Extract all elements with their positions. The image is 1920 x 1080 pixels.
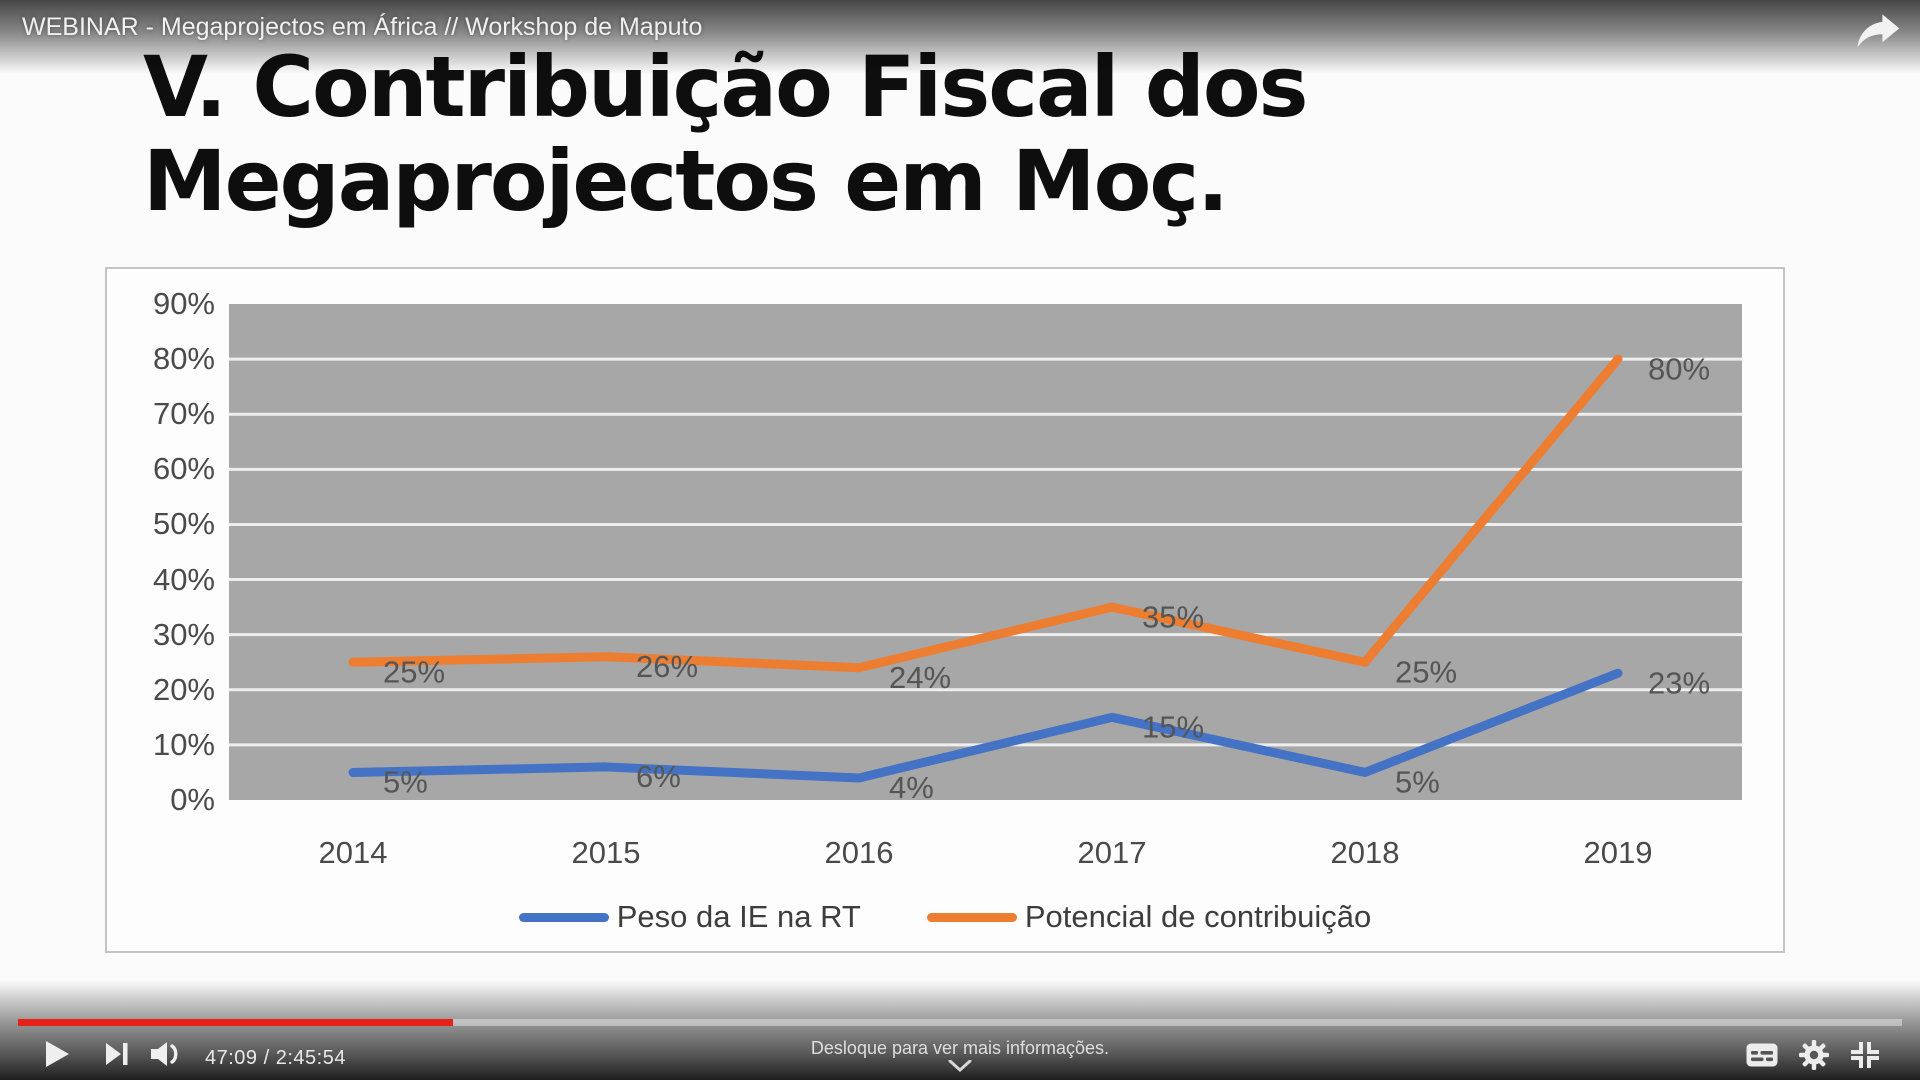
play-icon: [46, 1041, 69, 1067]
play-button[interactable]: [43, 1040, 71, 1068]
data-label-peso-da-ie-na-rt-2014: 5%: [383, 765, 428, 800]
next-button[interactable]: [104, 1042, 130, 1066]
progress-bar[interactable]: [18, 1019, 1902, 1026]
series-line-peso-da-ie-na-rt: [348, 668, 1623, 783]
data-label-potencial-de-contribui-o-2019: 80%: [1648, 351, 1710, 386]
chart-canvas: 5% 6% 4% 15% 5% 23% 25% 26% 24% 35% 25% 80%: [229, 351, 1742, 800]
legend-label-peso-da-ie-na-rt: Peso da IE na RT: [616, 899, 861, 934]
x-axis-tick-2019: 2019: [1583, 835, 1653, 870]
data-label-potencial-de-contribui-o-2017: 35%: [1142, 599, 1204, 634]
data-label-potencial-de-contribui-o-2018: 25%: [1395, 654, 1457, 689]
y-axis-tick-20: 20%: [152, 671, 215, 707]
y-axis-tick-80: 80%: [152, 341, 215, 377]
exit-fullscreen-button[interactable]: [1849, 1040, 1881, 1070]
subtitles-icon: [1746, 1043, 1778, 1067]
y-axis-tick-60: 60%: [152, 451, 215, 487]
next-icon: [106, 1043, 128, 1065]
legend-item-peso-da-ie-na-rt: Peso da IE na RT: [518, 899, 861, 935]
y-axis-tick-50: 50%: [152, 506, 215, 542]
volume-icon: [151, 1042, 178, 1066]
time-display: 47:09 / 2:45:54: [205, 1047, 346, 1069]
legend-dash-peso-da-ie-na-rt: [518, 912, 609, 922]
slide-title: V. Contribuição Fiscal dos Megaprojectos…: [143, 38, 1309, 230]
data-label-potencial-de-contribui-o-2016: 24%: [889, 660, 951, 695]
chevron-down-icon: [948, 1060, 972, 1072]
chart-plot-area: 5% 6% 4% 15% 5% 23% 25% 26% 24% 35% 25% 80%: [229, 304, 1742, 800]
data-label-peso-da-ie-na-rt-2017: 15%: [1142, 710, 1204, 745]
data-label-peso-da-ie-na-rt-2015: 6%: [636, 759, 681, 794]
chart-legend: Peso da IE na RT Potencial de contribuiçã…: [107, 899, 1783, 935]
info-prompt-text: Desloque para ver mais informações.: [810, 1038, 1110, 1058]
data-label-peso-da-ie-na-rt-2018: 5%: [1395, 765, 1440, 800]
settings-button[interactable]: [1799, 1040, 1829, 1070]
info-prompt[interactable]: Desloque para ver mais informações.: [0, 1038, 1920, 1072]
video-title: WEBINAR - Megaprojectos em África // Wor…: [22, 13, 703, 41]
x-axis-tick-2018: 2018: [1330, 835, 1400, 870]
share-icon: [1857, 14, 1900, 48]
x-axis-tick-2017: 2017: [1077, 835, 1147, 870]
data-label-peso-da-ie-na-rt-2016: 4%: [889, 770, 934, 800]
chart-panel: 5% 6% 4% 15% 5% 23% 25% 26% 24% 35% 25% 80% 0% 10% 20…: [105, 267, 1785, 953]
y-axis-tick-90: 90%: [152, 286, 215, 321]
series-line-potencial-de-contribui-o: [348, 354, 1623, 673]
subtitles-button[interactable]: [1746, 1043, 1778, 1067]
slide-title-line1: V. Contribuição Fiscal dos: [143, 38, 1309, 136]
share-button[interactable]: [1854, 10, 1902, 54]
legend-label-potencial-de-contribui-o: Potencial de contribuição: [1024, 899, 1372, 934]
y-axis-tick-30: 30%: [152, 616, 215, 652]
volume-button[interactable]: [150, 1041, 184, 1067]
data-label-peso-da-ie-na-rt-2019: 23%: [1648, 665, 1710, 700]
x-axis-tick-2015: 2015: [571, 835, 641, 870]
progress-played: [18, 1019, 454, 1026]
data-label-potencial-de-contribui-o-2014: 25%: [383, 654, 445, 689]
legend-dash-potencial-de-contribui-o: [926, 912, 1017, 922]
settings-gear-icon: [1799, 1040, 1829, 1070]
y-axis-tick-70: 70%: [152, 396, 215, 432]
x-axis-tick-2014: 2014: [318, 835, 388, 870]
exit-fullscreen-icon: [1851, 1042, 1879, 1068]
legend-item-potencial-de-contribui-o: Potencial de contribuição: [926, 899, 1372, 935]
y-axis-tick-40: 40%: [152, 561, 215, 597]
x-axis-tick-2016: 2016: [824, 835, 894, 870]
data-label-potencial-de-contribui-o-2015: 26%: [636, 649, 698, 684]
y-axis-tick-10: 10%: [152, 726, 215, 762]
slide-title-line2: Megaprojectos em Moç.: [143, 132, 1229, 230]
y-axis-tick-0: 0%: [170, 782, 215, 817]
